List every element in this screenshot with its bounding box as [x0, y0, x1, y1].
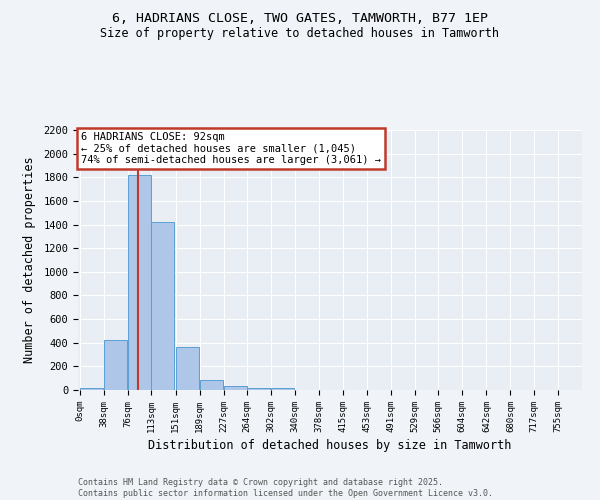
Bar: [151, 222, 175, 390]
Bar: [104, 340, 127, 390]
Y-axis label: Number of detached properties: Number of detached properties: [23, 156, 37, 364]
Text: Size of property relative to detached houses in Tamworth: Size of property relative to detached ho…: [101, 28, 499, 40]
X-axis label: Distribution of detached houses by size in Tamworth: Distribution of detached houses by size …: [148, 439, 512, 452]
Bar: [176, 348, 199, 390]
Bar: [128, 175, 151, 390]
Bar: [80, 388, 103, 390]
Bar: [224, 386, 247, 390]
Text: 6, HADRIANS CLOSE, TWO GATES, TAMWORTH, B77 1EP: 6, HADRIANS CLOSE, TWO GATES, TAMWORTH, …: [112, 12, 488, 26]
Text: Contains HM Land Registry data © Crown copyright and database right 2025.
Contai: Contains HM Land Registry data © Crown c…: [78, 478, 493, 498]
Bar: [271, 388, 294, 390]
Bar: [247, 388, 270, 390]
Bar: [200, 380, 223, 390]
Text: 6 HADRIANS CLOSE: 92sqm
← 25% of detached houses are smaller (1,045)
74% of semi: 6 HADRIANS CLOSE: 92sqm ← 25% of detache…: [81, 132, 381, 165]
